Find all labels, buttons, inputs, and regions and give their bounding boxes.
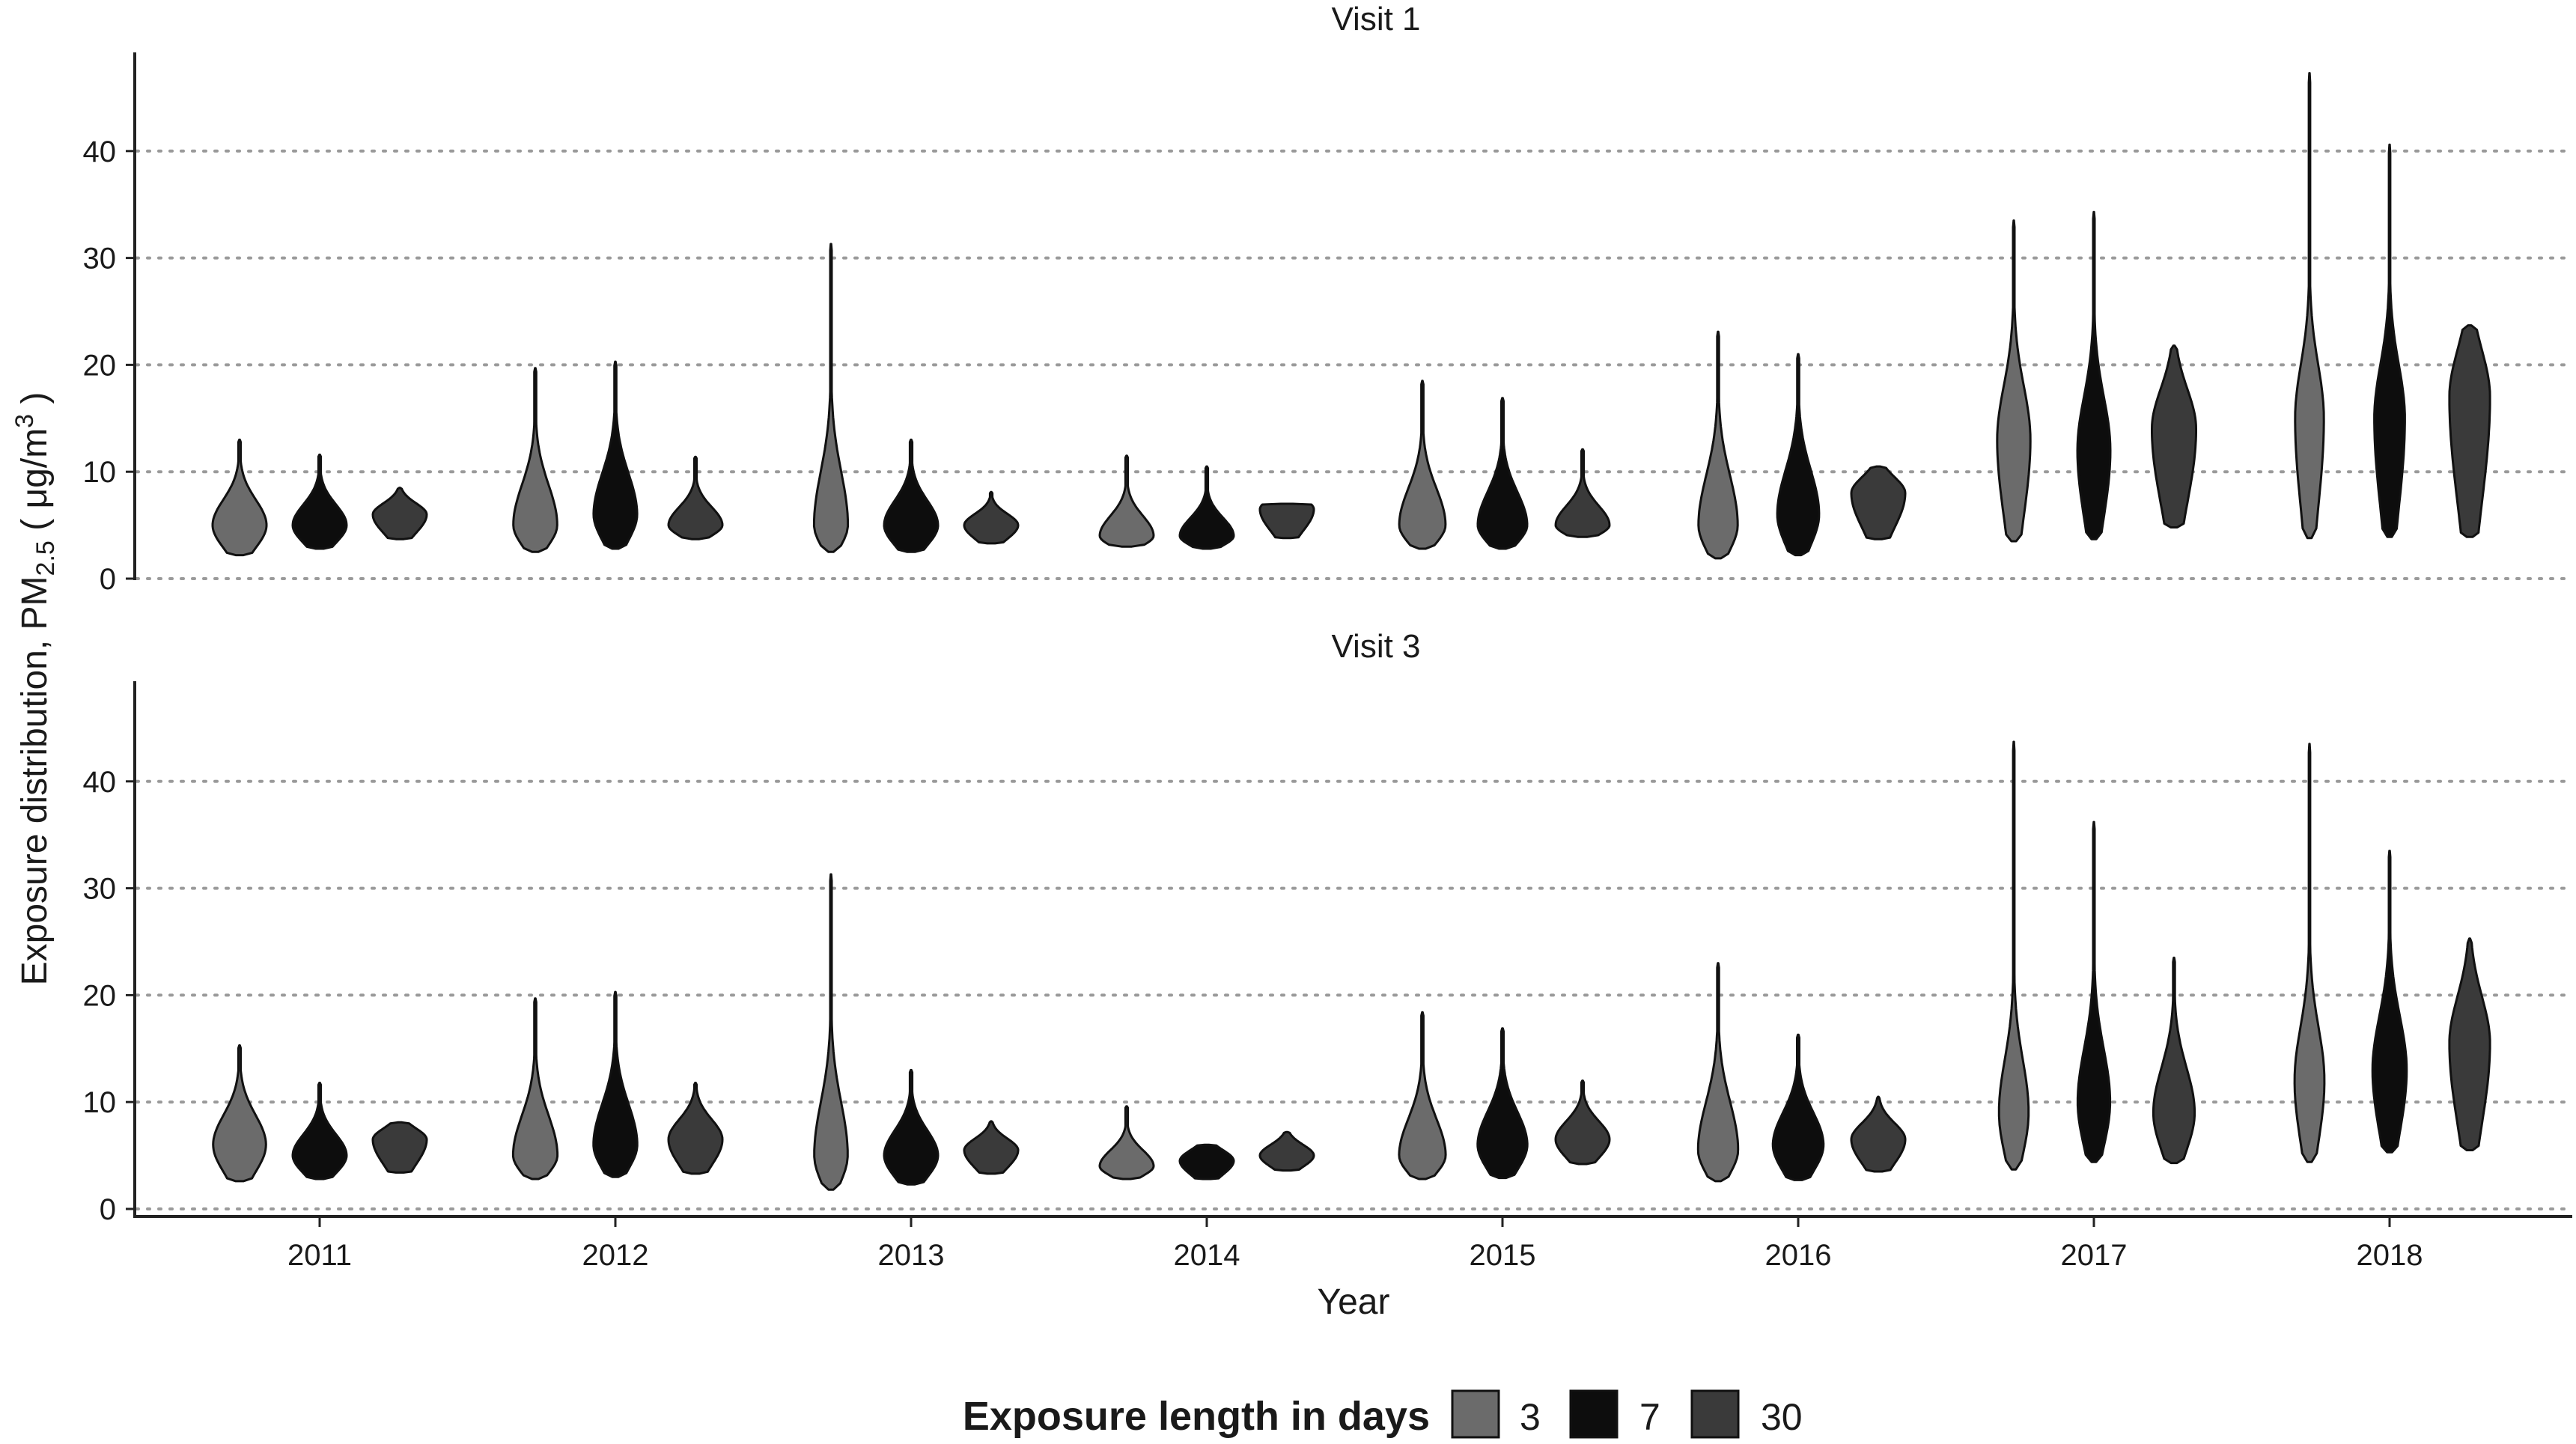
y-axis-title: Exposure distribution, PM2.5 ( μg/m3 ) [10,392,60,986]
violin-2011-7 [291,1082,348,1181]
violin-2014-7 [1178,465,1235,550]
x-tick-label-2018: 2018 [2357,1239,2423,1272]
violin-2015-3 [1398,380,1447,550]
violin-2015-3 [1398,1011,1447,1181]
violin-2013-7 [883,438,940,553]
grid-lines-visit-1 [135,149,2574,580]
y-axis-title-unit-close: ) [15,392,55,414]
legend: Exposure length in days 3 7 30 [963,1389,1803,1439]
violin-2015-30 [1554,1079,1611,1166]
violin-2015-7 [1476,397,1529,550]
violin-2013-7 [883,1068,940,1186]
y-axis-title-unit: ( μg/m [15,428,55,540]
violin-2018-3 [2293,743,2326,1163]
violin-2013-3 [813,873,849,1191]
y-ticks-visit-3: 0 10 20 30 40 [83,766,135,1226]
grid-lines-visit-3 [135,779,2574,1210]
violin-2012-30 [667,455,724,540]
x-tick-label-2011: 2011 [287,1239,352,1272]
panel-title-visit-3: Visit 3 [1331,628,1420,665]
y-tick-label-0: 0 [100,563,116,596]
violin-2016-30 [1850,1095,1907,1173]
legend-key-30 [1690,1389,1740,1439]
y-tick-label-20: 20 [83,349,117,382]
legend-label-7: 7 [1639,1396,1660,1438]
violin-2014-3 [1098,454,1155,548]
x-tick-label-2016: 2016 [1765,1239,1832,1272]
violin-2013-30 [963,490,1020,545]
x-tick-label-2015: 2015 [1470,1239,1536,1272]
violin-2017-3 [1996,219,2032,543]
panel-visit-3: Visit 3 0 10 20 30 40 [83,628,2574,1226]
violin-2012-30 [667,1082,724,1175]
y-tick-label-40: 40 [83,135,117,168]
y-tick-label-10: 10 [83,456,117,489]
y-tick-label-30: 30 [83,243,117,275]
x-axis-title: Year [1318,1282,1390,1322]
violin-2013-30 [963,1120,1020,1175]
violin-2012-7 [592,360,639,550]
violin-2014-7 [1178,1143,1235,1181]
violins-visit-1 [211,72,2491,560]
y-tick-label-10: 10 [83,1086,117,1119]
violin-2016-3 [1697,330,1739,560]
violin-2011-3 [211,438,268,557]
panel-title-visit-1: Visit 1 [1331,1,1420,37]
violin-2011-3 [212,1044,267,1183]
legend-label-30: 30 [1761,1396,1803,1438]
violin-2018-30 [2448,324,2491,538]
violin-2014-30 [1258,1130,1315,1172]
violin-2013-3 [812,243,850,553]
violin-2016-7 [1776,353,1821,557]
y-tick-label-20: 20 [83,979,117,1012]
violin-2011-30 [371,487,428,540]
violin-2014-30 [1258,502,1315,540]
violin-2016-3 [1696,962,1740,1183]
legend-title: Exposure length in days [963,1394,1430,1439]
x-tick-label-2014: 2014 [1174,1239,1240,1272]
y-tick-label-0: 0 [100,1193,116,1226]
y-tick-label-40: 40 [83,766,117,799]
violin-2017-7 [2076,210,2112,540]
violin-2017-30 [2152,956,2196,1165]
y-tick-label-30: 30 [83,873,117,906]
y-axis-title-subscript: 2.5 [31,540,60,576]
violin-2011-7 [291,453,348,550]
violin-2016-7 [1771,1033,1825,1181]
x-tick-label-2012: 2012 [582,1239,649,1272]
violin-2017-3 [1997,740,2030,1171]
violin-2018-3 [2294,72,2325,540]
violin-2014-3 [1098,1105,1155,1181]
violin-2012-7 [592,990,639,1178]
y-axis-title-superscript: 3 [10,414,39,428]
violin-2017-30 [2151,344,2197,528]
y-ticks-visit-1: 0 10 20 30 40 [83,135,135,596]
x-ticks: 2011 2012 2013 2014 2015 2016 2017 2018 [287,1216,2423,1272]
violin-2018-7 [2371,850,2408,1154]
legend-key-3 [1451,1389,1500,1439]
legend-label-3: 3 [1520,1396,1541,1438]
violin-2017-7 [2076,820,2112,1163]
violin-2012-3 [512,367,558,553]
y-axis-title-main: Exposure distribution, PM [15,576,55,985]
violin-2015-30 [1554,448,1611,538]
violin-2011-30 [371,1121,428,1174]
legend-key-7 [1569,1389,1619,1439]
violin-2018-7 [2373,143,2406,538]
violin-2012-3 [511,997,559,1181]
panel-visit-1: Visit 1 0 10 20 30 40 [83,1,2574,596]
x-tick-label-2013: 2013 [878,1239,945,1272]
violin-2016-30 [1850,465,1907,540]
violin-2018-30 [2448,937,2491,1151]
violin-2015-7 [1476,1027,1529,1180]
violins-visit-3 [212,740,2491,1191]
x-tick-label-2017: 2017 [2061,1239,2128,1272]
